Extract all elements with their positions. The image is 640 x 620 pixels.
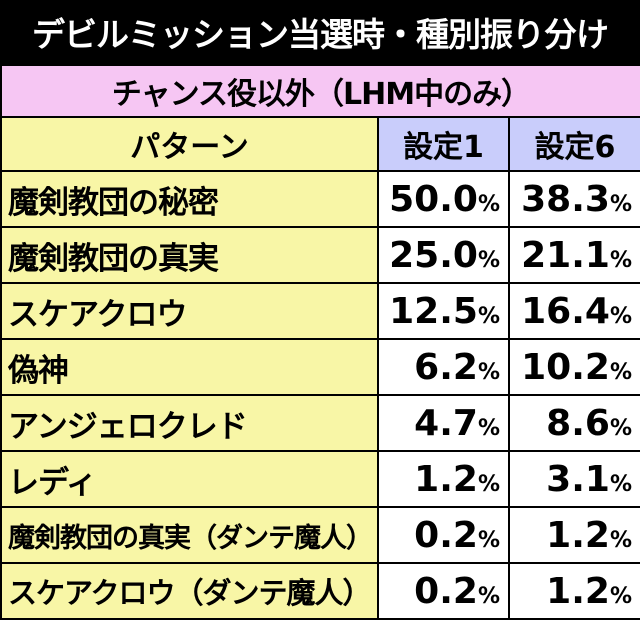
percent-unit: % — [477, 583, 500, 609]
percent-number: 3.1 — [546, 458, 610, 500]
table-row: 魔剣教団の真実（ダンテ魔人） 0.2% 1.2% — [0, 506, 640, 564]
percent-unit: % — [477, 191, 500, 217]
percent-number: 1.2 — [546, 514, 610, 556]
pattern-name: 偽神 — [0, 338, 379, 396]
percent-number: 0.2 — [414, 514, 478, 556]
table-row: スケアクロウ 12.5% 16.4% — [0, 282, 640, 340]
table-row: レディ 1.2% 3.1% — [0, 450, 640, 508]
pattern-name: スケアクロウ — [0, 282, 379, 340]
table-row: アンジェロクレド 4.7% 8.6% — [0, 394, 640, 452]
setting6-value: 16.4% — [508, 282, 640, 340]
percent-unit: % — [609, 583, 632, 609]
percent-unit: % — [609, 303, 632, 329]
setting1-value: 25.0% — [377, 226, 510, 284]
percent-number: 10.2 — [521, 346, 610, 388]
percent-number: 38.3 — [521, 178, 610, 220]
percent-number: 4.7 — [414, 402, 478, 444]
pattern-name: スケアクロウ（ダンテ魔人） — [0, 562, 379, 620]
pattern-name: レディ — [0, 450, 379, 508]
pattern-name: アンジェロクレド — [0, 394, 379, 452]
percent-number: 6.2 — [414, 346, 478, 388]
percent-unit: % — [609, 247, 632, 273]
setting6-value: 10.2% — [508, 338, 640, 396]
percent-number: 12.5 — [389, 290, 478, 332]
pattern-name: 魔剣教団の真実 — [0, 226, 379, 284]
percent-unit: % — [477, 303, 500, 329]
table-row: 偽神 6.2% 10.2% — [0, 338, 640, 396]
setting6-value: 3.1% — [508, 450, 640, 508]
percent-unit: % — [477, 471, 500, 497]
pattern-name: 魔剣教団の真実（ダンテ魔人） — [0, 506, 379, 564]
setting1-value: 12.5% — [377, 282, 510, 340]
percent-unit: % — [477, 527, 500, 553]
column-header-pattern: パターン — [0, 116, 379, 172]
percent-number: 8.6 — [546, 402, 610, 444]
percent-unit: % — [477, 247, 500, 273]
percent-unit: % — [477, 359, 500, 385]
setting6-value: 8.6% — [508, 394, 640, 452]
pattern-name: 魔剣教団の秘密 — [0, 170, 379, 228]
setting1-value: 1.2% — [377, 450, 510, 508]
table-row: スケアクロウ（ダンテ魔人） 0.2% 1.2% — [0, 562, 640, 620]
percent-number: 1.2 — [546, 570, 610, 612]
percent-unit: % — [609, 191, 632, 217]
setting1-value: 6.2% — [377, 338, 510, 396]
percent-number: 1.2 — [414, 458, 478, 500]
percent-number: 50.0 — [389, 178, 478, 220]
column-header-setting1: 設定1 — [377, 116, 510, 172]
percent-unit: % — [609, 359, 632, 385]
setting6-value: 38.3% — [508, 170, 640, 228]
percent-number: 0.2 — [414, 570, 478, 612]
setting6-value: 21.1% — [508, 226, 640, 284]
percent-unit: % — [609, 471, 632, 497]
percent-unit: % — [477, 415, 500, 441]
page-title: デビルミッション当選時・種別振り分け — [0, 0, 640, 64]
setting6-value: 1.2% — [508, 506, 640, 564]
percent-number: 21.1 — [521, 234, 610, 276]
table-row: 魔剣教団の秘密 50.0% 38.3% — [0, 170, 640, 228]
percent-number: 16.4 — [521, 290, 610, 332]
table-subtitle-row: チャンス役以外（LHM中のみ） — [0, 64, 640, 118]
setting1-value: 4.7% — [377, 394, 510, 452]
table-subtitle: チャンス役以外（LHM中のみ） — [0, 64, 640, 118]
setting6-value: 1.2% — [508, 562, 640, 620]
table-row: 魔剣教団の真実 25.0% 21.1% — [0, 226, 640, 284]
percent-unit: % — [609, 415, 632, 441]
percent-unit: % — [609, 527, 632, 553]
percent-number: 25.0 — [389, 234, 478, 276]
distribution-table: チャンス役以外（LHM中のみ） パターン 設定1 設定6 魔剣教団の秘密 50.0… — [0, 64, 640, 620]
setting1-value: 0.2% — [377, 562, 510, 620]
setting1-value: 0.2% — [377, 506, 510, 564]
column-header-setting6: 設定6 — [508, 116, 640, 172]
table-header-row: パターン 設定1 設定6 — [0, 116, 640, 172]
setting1-value: 50.0% — [377, 170, 510, 228]
